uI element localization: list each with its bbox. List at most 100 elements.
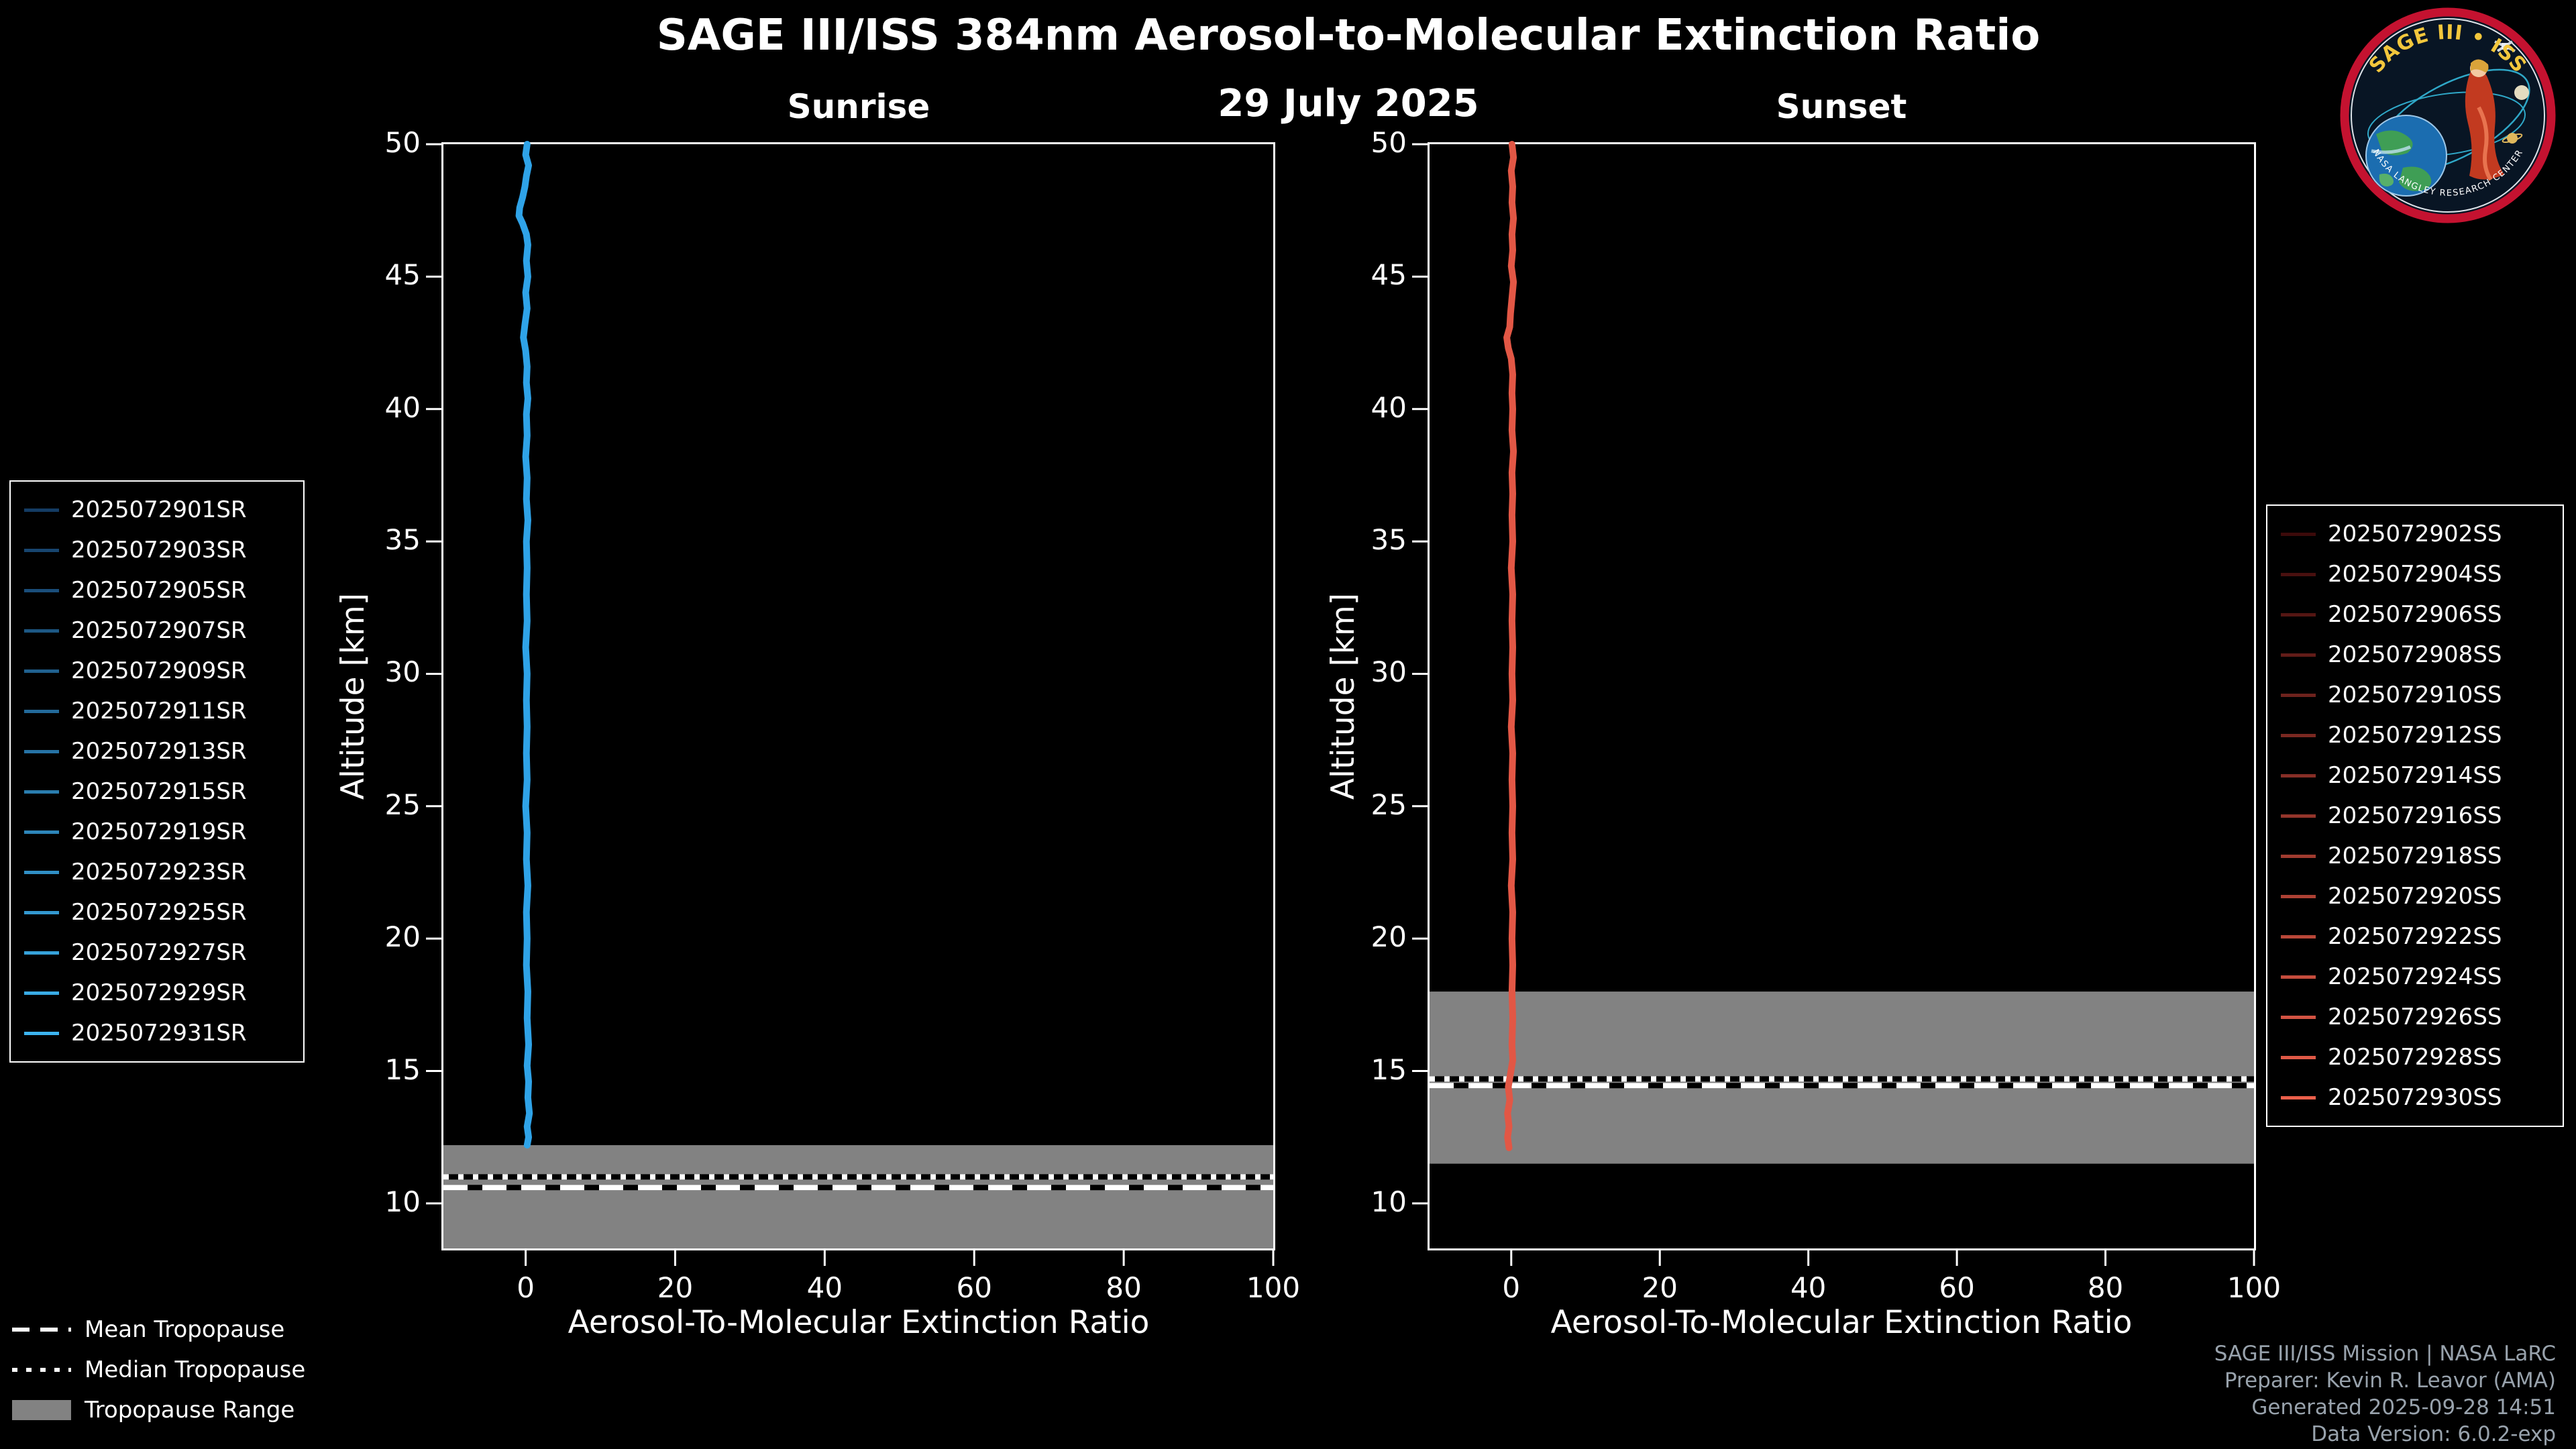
legend-line-swatch <box>2281 1055 2316 1059</box>
sunrise-ytick-label: 15 <box>384 1053 421 1086</box>
legend-item-label: 2025072903SR <box>71 537 247 564</box>
legend-line-swatch <box>2281 894 2316 898</box>
dashed-line-swatch <box>12 1328 71 1332</box>
legend-line-swatch <box>24 629 59 633</box>
legend-item: 2025072905SR <box>24 570 290 610</box>
legend-item-label: 2025072909SR <box>71 657 247 684</box>
legend-item-label: 2025072925SR <box>71 899 247 926</box>
range-patch-swatch <box>12 1400 71 1420</box>
legend-item-label: 2025072930SS <box>2328 1084 2502 1111</box>
legend-item: 2025072931SR <box>24 1013 290 1053</box>
legend-line-swatch <box>2281 1015 2316 1019</box>
legend-item: 2025072923SR <box>24 852 290 892</box>
sunset-ytick-label: 15 <box>1371 1053 1407 1086</box>
legend-line-swatch <box>24 991 59 995</box>
legend-sunset: 2025072902SS 2025072904SS 2025072906SS 2025… <box>2266 504 2564 1127</box>
legend-item: 2025072913SR <box>24 731 290 771</box>
legend-item: 2025072907SR <box>24 610 290 651</box>
legend-item-label: 2025072905SR <box>71 577 247 604</box>
legend-item: 2025072901SR <box>24 490 290 530</box>
legend-item: 2025072911SR <box>24 691 290 731</box>
legend-item-label: 2025072915SR <box>71 778 247 805</box>
legend-item: 2025072904SS <box>2281 554 2549 594</box>
logo-svg: SAGE III • ISS NASA LANGLEY RESEARCH CEN… <box>2340 7 2556 223</box>
legend-item: 2025072928SS <box>2281 1037 2549 1077</box>
legend-line-swatch <box>24 790 59 794</box>
legend-line-swatch <box>2281 733 2316 737</box>
sunset-ytick-label: 25 <box>1371 788 1407 821</box>
sunrise-ytick-label: 35 <box>384 523 421 557</box>
legend-line-swatch <box>24 951 59 955</box>
legend-item: 2025072930SS <box>2281 1077 2549 1118</box>
sunrise-ytick-label: 30 <box>384 655 421 689</box>
legend-item: 2025072910SS <box>2281 675 2549 715</box>
median-tropopause-legend-item: Median Tropopause <box>12 1350 305 1390</box>
legend-item: 2025072906SS <box>2281 594 2549 635</box>
sunrise-ytick-label: 10 <box>384 1185 421 1218</box>
sunrise-ytick-label: 45 <box>384 258 421 292</box>
legend-item: 2025072924SS <box>2281 957 2549 997</box>
tropopause-range-label: Tropopause Range <box>85 1397 295 1424</box>
legend-line-swatch <box>24 749 59 753</box>
sunset-ytick-label: 35 <box>1371 523 1407 557</box>
legend-line-swatch <box>24 910 59 914</box>
legend-item-label: 2025072920SS <box>2328 883 2502 910</box>
sunset-ytick-label: 30 <box>1371 655 1407 689</box>
panel-sunset <box>1412 141 2256 1266</box>
legend-item: 2025072922SS <box>2281 916 2549 957</box>
sunrise-ytick-label: 50 <box>384 126 421 159</box>
sunrise-xtick-label: 20 <box>657 1271 694 1304</box>
legend-item-label: 2025072927SR <box>71 939 247 966</box>
planet-icon <box>2507 133 2518 144</box>
legend-item-label: 2025072919SR <box>71 818 247 845</box>
legend-item-label: 2025072910SS <box>2328 682 2502 708</box>
sunrise-xtick-label: 80 <box>1106 1271 1142 1304</box>
legend-item-label: 2025072916SS <box>2328 802 2502 829</box>
legend-line-swatch <box>24 508 59 512</box>
legend-item-label: 2025072928SS <box>2328 1044 2502 1071</box>
legend-item: 2025072908SS <box>2281 635 2549 675</box>
legend-item: 2025072915SR <box>24 771 290 812</box>
footer-line-version: Data Version: 6.0.2-exp <box>2311 1422 2556 1446</box>
sunrise-ytick-label: 40 <box>384 390 421 424</box>
legend-item: 2025072914SS <box>2281 755 2549 796</box>
legend-line-swatch <box>24 1031 59 1035</box>
legend-item: 2025072925SR <box>24 892 290 932</box>
legend-item-label: 2025072911SR <box>71 698 247 724</box>
date-title: 29 July 2025 <box>1218 82 1479 125</box>
legend-item: 2025072919SR <box>24 812 290 852</box>
mean-tropopause-legend-item: Mean Tropopause <box>12 1309 305 1350</box>
legend-line-swatch <box>24 830 59 834</box>
footer-line-generated: Generated 2025-09-28 14:51 <box>2251 1395 2556 1419</box>
legend-line-swatch <box>2281 612 2316 616</box>
legend-line-swatch <box>2281 532 2316 536</box>
legend-line-swatch <box>24 669 59 673</box>
dotted-line-swatch <box>12 1368 71 1372</box>
legend-line-swatch <box>2281 572 2316 576</box>
sunrise-xtick-label: 40 <box>806 1271 843 1304</box>
legend-line-swatch <box>2281 975 2316 979</box>
legend-line-swatch <box>2281 653 2316 657</box>
sunrise-xtick-label: 0 <box>517 1271 535 1304</box>
legend-item: 2025072903SR <box>24 530 290 570</box>
legend-line-swatch <box>2281 854 2316 858</box>
mean-tropopause-label: Mean Tropopause <box>85 1316 285 1343</box>
sunset-ytick-label: 45 <box>1371 258 1407 292</box>
sunset-ytick-label: 50 <box>1371 126 1407 159</box>
legend-item-label: 2025072914SS <box>2328 762 2502 789</box>
sunrise-plot <box>426 141 1275 1266</box>
legend-line-swatch <box>2281 773 2316 777</box>
legend-item-label: 2025072912SS <box>2328 722 2502 749</box>
legend-item-label: 2025072907SR <box>71 617 247 644</box>
legend-item: 2025072926SS <box>2281 997 2549 1037</box>
legend-item: 2025072909SR <box>24 651 290 691</box>
legend-item: 2025072927SR <box>24 932 290 973</box>
legend-item-label: 2025072902SS <box>2328 521 2502 547</box>
sunset-plot <box>1412 141 2255 1266</box>
legend-item-label: 2025072929SR <box>71 979 247 1006</box>
legend-item-label: 2025072901SR <box>71 496 247 523</box>
sunrise-xtick-label: 60 <box>956 1271 992 1304</box>
sunset-ytick-label: 40 <box>1371 390 1407 424</box>
sunrise-xaxis-label: Aerosol-To-Molecular Extinction Ratio <box>568 1304 1150 1341</box>
legend-line-swatch <box>2281 1095 2316 1099</box>
